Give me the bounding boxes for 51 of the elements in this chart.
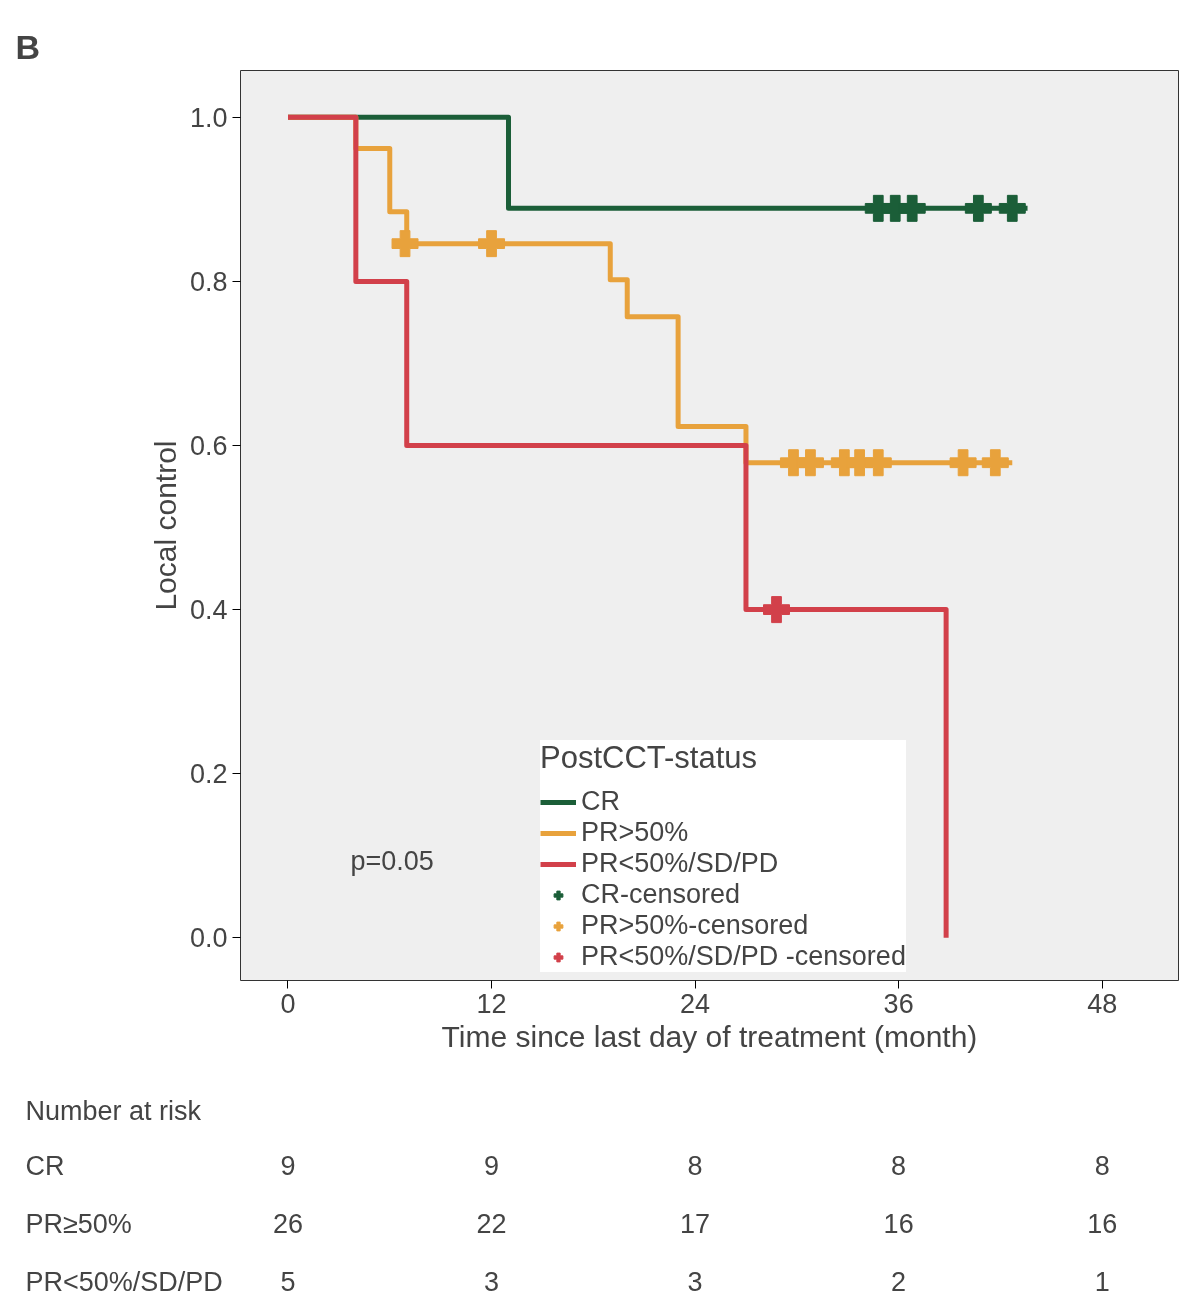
text: 3 <box>484 1267 500 1297</box>
text: 9 <box>280 1151 296 1181</box>
text: 8 <box>891 1151 907 1181</box>
x-tick-label: 24 <box>680 988 711 1019</box>
legend-label: PR>50%-censored <box>581 910 809 941</box>
x-tick-label: 12 <box>476 988 507 1019</box>
text: CR <box>25 1150 65 1181</box>
text: 8 <box>1094 1151 1110 1181</box>
point <box>964 194 992 222</box>
legend-label: PR>50% <box>581 817 689 848</box>
text: 22 <box>476 1209 507 1239</box>
y-tick-label: 0.8 <box>189 266 228 297</box>
text: 3 <box>687 1267 703 1297</box>
y-tick-label: 0.6 <box>189 431 228 461</box>
legend-label: CR-censored <box>581 879 741 910</box>
text: 16 <box>1087 1209 1118 1239</box>
y-tick-label: 1.0 <box>189 102 228 133</box>
x-tick-label: 36 <box>883 988 914 1019</box>
x-axis-title: Time since last day of treatment (month) <box>441 1019 978 1053</box>
text: 26 <box>272 1209 304 1239</box>
point <box>763 596 790 624</box>
point <box>864 449 892 477</box>
point <box>998 194 1026 222</box>
chart-title: B <box>15 27 41 66</box>
x-tick-label: 48 <box>1087 988 1118 1019</box>
text: 5 <box>280 1267 296 1297</box>
annotation: p=0.05 <box>350 845 434 876</box>
y-tick-label: 0.4 <box>189 595 228 626</box>
point <box>478 230 506 258</box>
point <box>981 449 1009 477</box>
y-tick-label: 0.2 <box>189 759 228 790</box>
text: 1 <box>1094 1267 1110 1297</box>
text: PR<50%/SD/PD <box>25 1266 223 1297</box>
y-axis-title: Local control <box>148 440 182 611</box>
text: PR≥50% <box>25 1208 132 1239</box>
text: 2 <box>891 1267 907 1297</box>
legend-label: CR <box>581 786 620 817</box>
text: Number at risk <box>25 1095 202 1126</box>
x-tick-label: 0 <box>280 988 296 1019</box>
point <box>796 449 824 477</box>
legend-title: PostCCT-status <box>540 740 759 776</box>
y-tick-label: 0.0 <box>189 923 228 954</box>
point <box>949 449 977 477</box>
text: 17 <box>680 1209 711 1239</box>
text: 16 <box>883 1209 914 1239</box>
text: 9 <box>484 1151 500 1181</box>
point <box>898 194 926 222</box>
legend-label: PR<50%/SD/PD -censored <box>581 941 906 972</box>
point <box>391 230 419 258</box>
text: 8 <box>687 1151 703 1181</box>
legend-label: PR<50%/SD/PD <box>581 848 779 879</box>
